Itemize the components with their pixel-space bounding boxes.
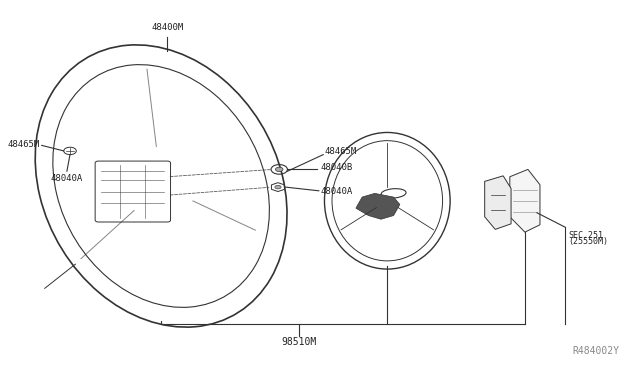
Text: 48040B: 48040B — [320, 163, 353, 172]
Text: 98510M: 98510M — [282, 337, 317, 347]
Text: 48400M: 48400M — [151, 23, 184, 32]
Text: 48465M: 48465M — [324, 147, 356, 156]
Text: 48040A: 48040A — [321, 187, 353, 196]
Text: (25550M): (25550M) — [568, 237, 608, 246]
Text: 48465M: 48465M — [8, 140, 40, 149]
Text: SEC.251: SEC.251 — [568, 231, 604, 240]
Circle shape — [275, 185, 281, 189]
Polygon shape — [356, 193, 400, 219]
Polygon shape — [510, 169, 540, 232]
Text: R484002Y: R484002Y — [573, 346, 620, 356]
Polygon shape — [484, 176, 511, 230]
Circle shape — [275, 167, 283, 171]
Text: 48040A: 48040A — [51, 174, 83, 183]
